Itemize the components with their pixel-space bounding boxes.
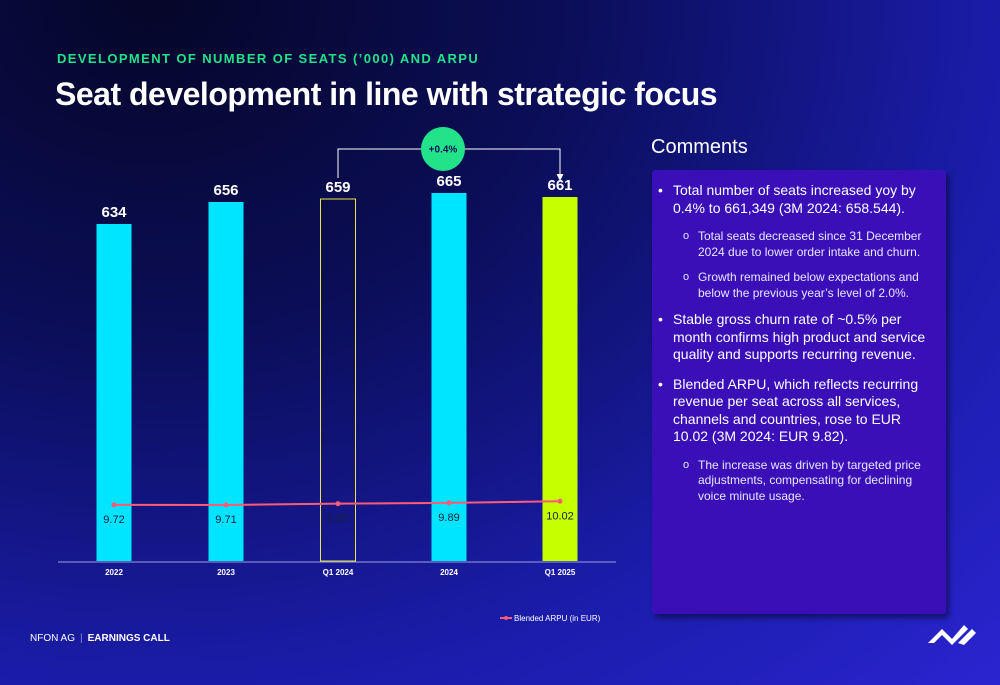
nfon-logo-icon (928, 625, 976, 645)
comment-text: Total number of seats increased yoy by 0… (673, 182, 916, 216)
seats-bar (431, 193, 467, 561)
footer: NFON AG | EARNINGS CALL (30, 633, 170, 644)
arpu-point (111, 502, 117, 508)
sub-bullet-glyph: o (683, 458, 690, 471)
x-tick-label: 2024 (440, 568, 458, 577)
arpu-point (557, 498, 563, 504)
footer-separator: | (80, 633, 83, 644)
arpu-point (446, 500, 452, 506)
page-title: Seat development in line with strategic … (55, 76, 718, 112)
seats-bar (320, 198, 356, 562)
seats-value-label: 656 (213, 182, 238, 199)
seats-bar (208, 202, 244, 561)
bullet-glyph: • (658, 182, 663, 198)
sub-bullet-glyph: o (683, 230, 690, 242)
bullet-glyph: • (658, 311, 663, 327)
arpu-value-label: 9.72 (103, 514, 124, 526)
footer-section: EARNINGS CALL (87, 633, 170, 644)
comment-item: • Stable gross churn rate of ~0.5% per m… (658, 311, 938, 364)
arpu-value-label: 10.02 (546, 510, 574, 522)
comments-title: Comments (651, 136, 748, 158)
comment-subitem: o The increase was driven by targeted pr… (658, 458, 938, 505)
seats-value-label: 661 (547, 177, 572, 194)
legend-point-swatch (504, 616, 508, 620)
arpu-point (335, 501, 341, 507)
footer-company: NFON AG (30, 633, 76, 644)
arpu-point (223, 502, 229, 508)
comment-item: • Blended ARPU, which reflects recurring… (658, 376, 938, 446)
x-tick-label: Q1 2024 (323, 568, 354, 577)
comment-text: Stable gross churn rate of ~0.5% per mon… (673, 311, 926, 362)
arpu-value-label: 9.89 (438, 512, 459, 524)
bullet-glyph: • (658, 375, 663, 392)
arpu-value-label: 9.71 (215, 514, 236, 526)
comment-text: Blended ARPU, which reflects recurring r… (673, 375, 919, 445)
annotation-arrowhead (556, 174, 564, 181)
growth-badge (421, 127, 465, 171)
comment-subtext: Growth remained below expectations and b… (698, 270, 919, 300)
comment-subtext: Total seats decreased since 31 December … (698, 229, 922, 259)
comment-subtext: The increase was driven by targeted pric… (698, 457, 921, 503)
arpu-value-label: 9.82 (327, 513, 348, 525)
comments-box: • Total number of seats increased yoy by… (652, 170, 946, 614)
seats-value-label: 634 (101, 204, 127, 221)
seats-bar (96, 224, 132, 561)
comment-subitem: o Total seats decreased since 31 Decembe… (658, 229, 938, 260)
x-tick-label: 2023 (217, 568, 235, 577)
seats-bar (542, 197, 578, 561)
x-tick-label: Q1 2025 (545, 568, 576, 577)
seats-value-label: 659 (325, 179, 350, 196)
comment-item: • Total number of seats increased yoy by… (658, 182, 938, 217)
x-tick-label: 2022 (105, 568, 123, 577)
growth-badge-label: +0.4% (429, 145, 458, 156)
legend-label: Blended ARPU (in EUR) (514, 614, 601, 623)
seats-value-label: 665 (436, 173, 461, 190)
comment-subitem: o Growth remained below expectations and… (658, 270, 938, 301)
chart-supertitle: DEVELOPMENT OF NUMBER OF SEATS (’000) AN… (57, 51, 480, 66)
sub-bullet-glyph: o (683, 271, 690, 283)
